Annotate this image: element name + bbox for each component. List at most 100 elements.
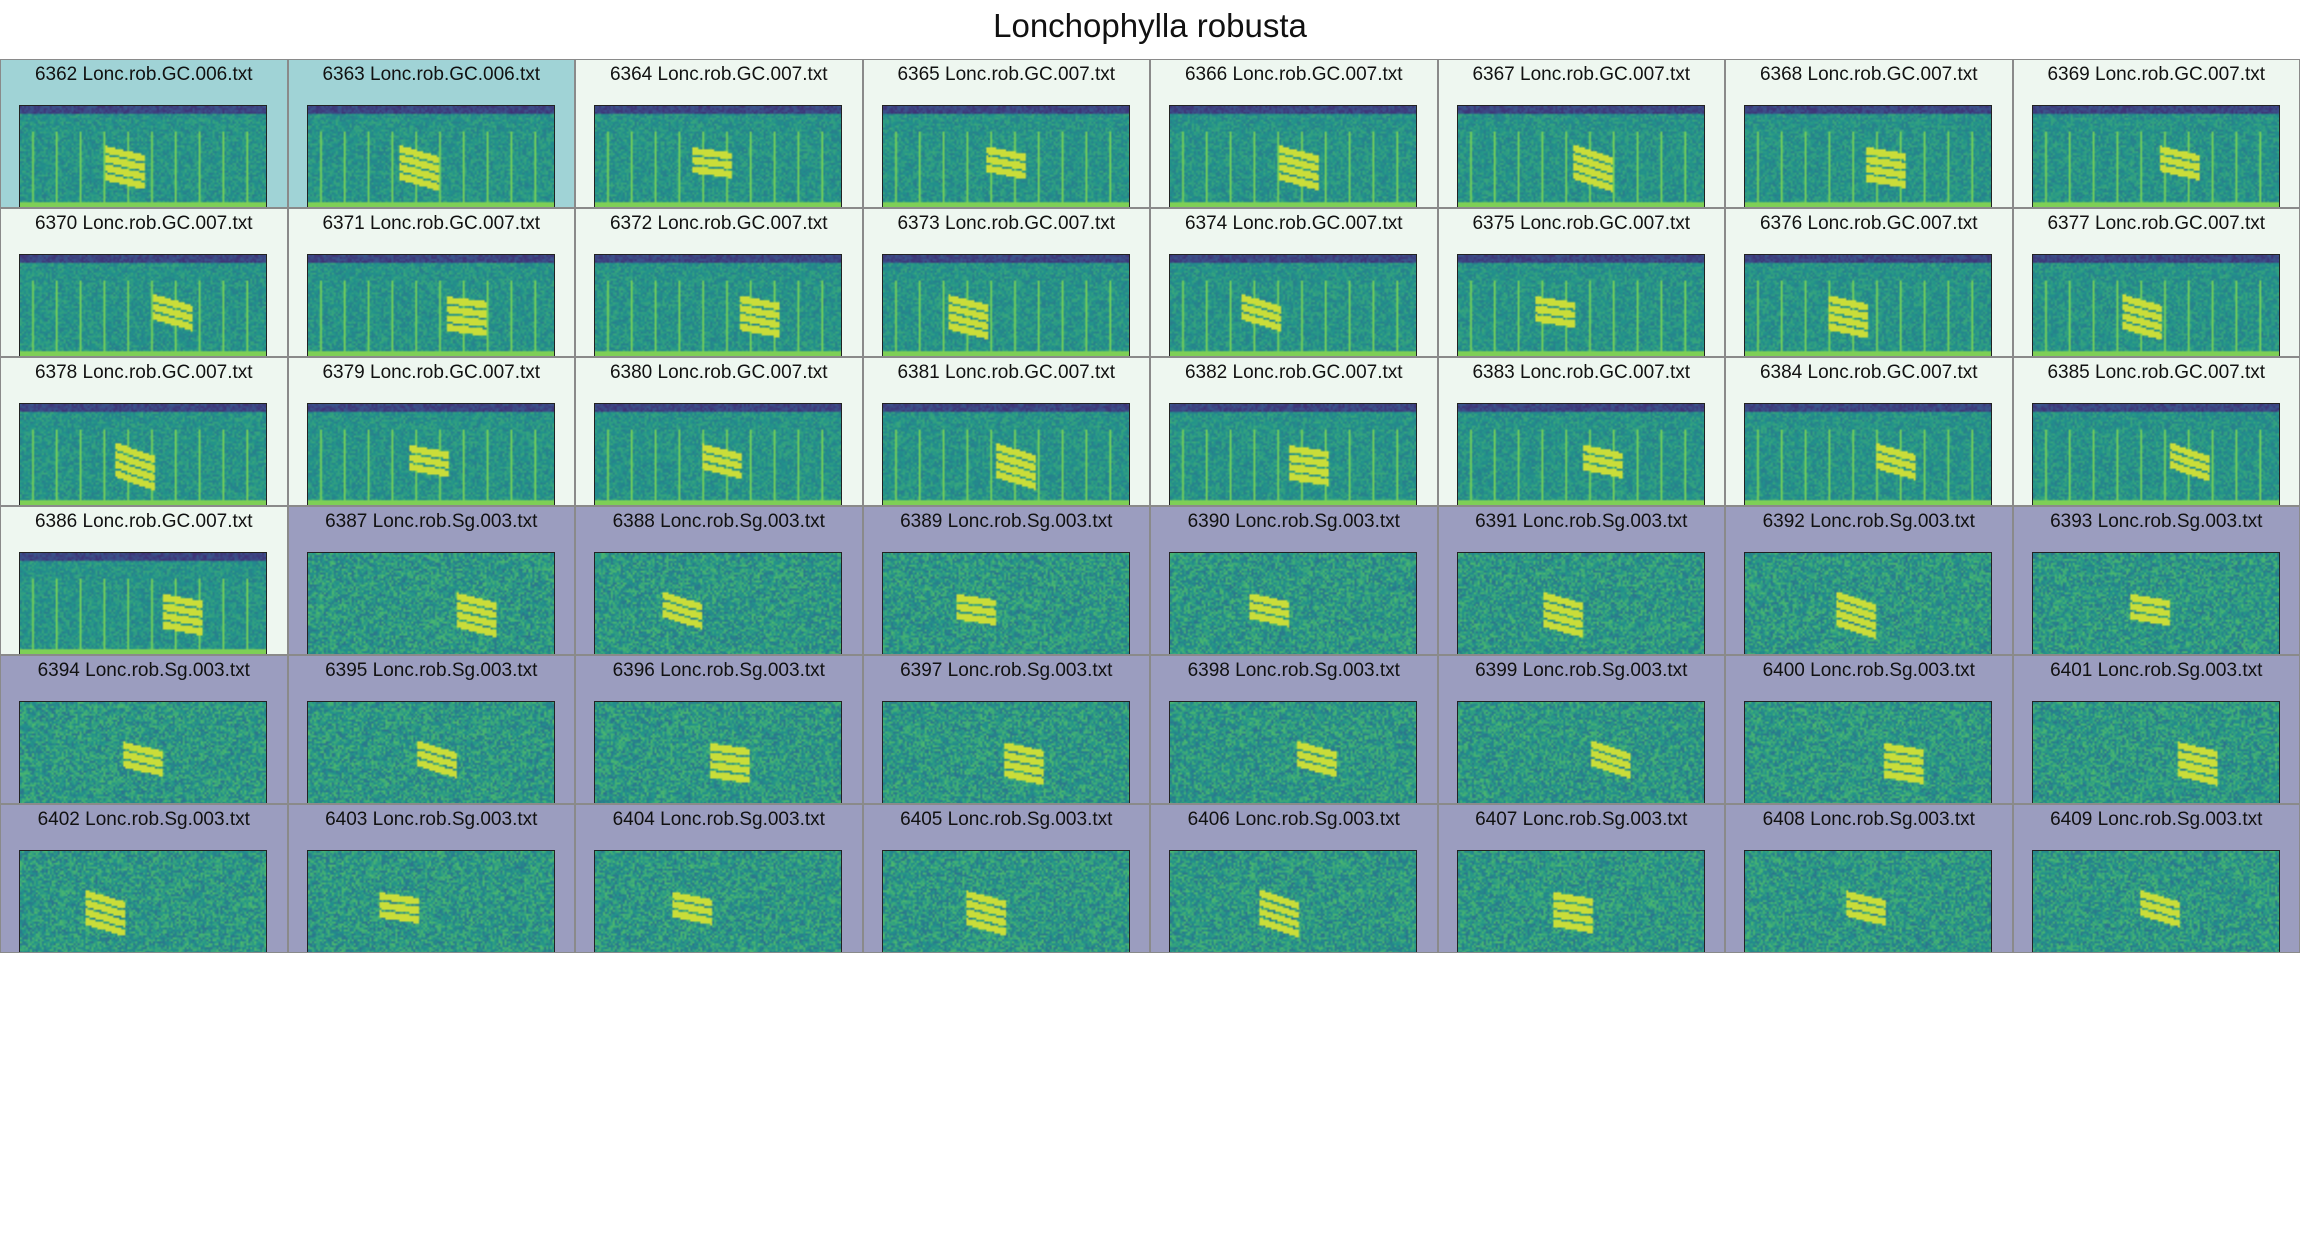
spectrogram-tile: 6388 Lonc.rob.Sg.003.txt <box>575 506 863 655</box>
tile-label: 6385 Lonc.rob.GC.007.txt <box>2047 362 2266 383</box>
spectrogram-image <box>2031 403 2280 505</box>
spectrogram-image <box>594 701 842 803</box>
spectrogram-tile: 6398 Lonc.rob.Sg.003.txt <box>1150 655 1438 804</box>
spectrogram-tile: 6376 Lonc.rob.GC.007.txt <box>1725 208 2013 357</box>
spectrogram-image <box>2031 552 2280 654</box>
spectrogram-image <box>594 254 842 356</box>
spectrogram-tile: 6407 Lonc.rob.Sg.003.txt <box>1437 804 1725 953</box>
tile-label: 6408 Lonc.rob.Sg.003.txt <box>1762 809 1975 830</box>
tile-label: 6404 Lonc.rob.Sg.003.txt <box>612 809 825 830</box>
spectrogram-tile: 6379 Lonc.rob.GC.007.txt <box>287 357 575 506</box>
tile-label: 6381 Lonc.rob.GC.007.txt <box>897 362 1116 383</box>
spectrogram-image <box>19 701 267 803</box>
tile-label: 6397 Lonc.rob.Sg.003.txt <box>900 660 1113 681</box>
spectrogram-tile: 6391 Lonc.rob.Sg.003.txt <box>1437 506 1725 655</box>
tile-label: 6382 Lonc.rob.GC.007.txt <box>1184 362 1403 383</box>
spectrogram-tile: 6393 Lonc.rob.Sg.003.txt <box>2012 506 2300 655</box>
spectrogram-image <box>1169 254 1417 356</box>
spectrogram-tile: 6389 Lonc.rob.Sg.003.txt <box>862 506 1150 655</box>
tile-label: 6392 Lonc.rob.Sg.003.txt <box>1762 511 1975 532</box>
spectrogram-tile: 6392 Lonc.rob.Sg.003.txt <box>1725 506 2013 655</box>
spectrogram-tile: 6362 Lonc.rob.GC.006.txt <box>0 59 288 208</box>
spectrogram-image <box>306 701 555 803</box>
tile-label: 6389 Lonc.rob.Sg.003.txt <box>900 511 1113 532</box>
tile-label: 6374 Lonc.rob.GC.007.txt <box>1184 213 1403 234</box>
tile-label: 6394 Lonc.rob.Sg.003.txt <box>37 660 250 681</box>
tile-label: 6396 Lonc.rob.Sg.003.txt <box>612 660 825 681</box>
spectrogram-image <box>2031 105 2280 207</box>
spectrogram-tile: 6386 Lonc.rob.GC.007.txt <box>0 506 288 655</box>
spectrogram-tile: 6369 Lonc.rob.GC.007.txt <box>2012 59 2300 208</box>
tile-label: 6383 Lonc.rob.GC.007.txt <box>1472 362 1691 383</box>
spectrogram-tile: 6370 Lonc.rob.GC.007.txt <box>0 208 288 357</box>
tile-label: 6405 Lonc.rob.Sg.003.txt <box>900 809 1113 830</box>
tile-label: 6399 Lonc.rob.Sg.003.txt <box>1475 660 1688 681</box>
spectrogram-tile: 6400 Lonc.rob.Sg.003.txt <box>1725 655 2013 804</box>
tile-label: 6409 Lonc.rob.Sg.003.txt <box>2050 809 2263 830</box>
spectrogram-tile: 6387 Lonc.rob.Sg.003.txt <box>287 506 575 655</box>
spectrogram-image <box>306 552 555 654</box>
spectrogram-image <box>306 850 555 952</box>
tile-label: 6393 Lonc.rob.Sg.003.txt <box>2050 511 2263 532</box>
tile-label: 6403 Lonc.rob.Sg.003.txt <box>325 809 538 830</box>
spectrogram-image <box>1744 552 1992 654</box>
figure-title: Lonchophylla robusta <box>993 7 1307 44</box>
tile-label: 6363 Lonc.rob.GC.006.txt <box>322 64 541 85</box>
tile-label: 6365 Lonc.rob.GC.007.txt <box>897 64 1116 85</box>
spectrogram-image <box>2031 701 2280 803</box>
spectrogram-image <box>1169 105 1417 207</box>
spectrogram-tile: 6373 Lonc.rob.GC.007.txt <box>862 208 1150 357</box>
spectrogram-image <box>2031 850 2280 952</box>
spectrogram-tile: 6371 Lonc.rob.GC.007.txt <box>287 208 575 357</box>
spectrogram-tile: 6403 Lonc.rob.Sg.003.txt <box>287 804 575 953</box>
spectrogram-tile: 6406 Lonc.rob.Sg.003.txt <box>1150 804 1438 953</box>
spectrogram-image <box>306 105 555 207</box>
tile-label: 6372 Lonc.rob.GC.007.txt <box>609 213 828 234</box>
tile-label: 6362 Lonc.rob.GC.006.txt <box>34 64 253 85</box>
spectrogram-tile: 6382 Lonc.rob.GC.007.txt <box>1150 357 1438 506</box>
spectrogram-image <box>881 403 1130 505</box>
tile-label: 6390 Lonc.rob.Sg.003.txt <box>1187 511 1400 532</box>
spectrogram-image <box>1169 701 1417 803</box>
tile-label: 6371 Lonc.rob.GC.007.txt <box>322 213 541 234</box>
tile-label: 6402 Lonc.rob.Sg.003.txt <box>37 809 250 830</box>
spectrogram-tile: 6383 Lonc.rob.GC.007.txt <box>1437 357 1725 506</box>
spectrogram-image <box>1456 254 1705 356</box>
tile-label: 6400 Lonc.rob.Sg.003.txt <box>1762 660 1975 681</box>
spectrogram-image <box>19 403 267 505</box>
spectrogram-image <box>881 701 1130 803</box>
spectrogram-tile: 6405 Lonc.rob.Sg.003.txt <box>862 804 1150 953</box>
spectrogram-tile: 6366 Lonc.rob.GC.007.txt <box>1150 59 1438 208</box>
spectrogram-image <box>1456 105 1705 207</box>
spectrogram-image <box>1744 403 1992 505</box>
spectrogram-tile: 6399 Lonc.rob.Sg.003.txt <box>1437 655 1725 804</box>
spectrogram-image <box>594 105 842 207</box>
spectrogram-image <box>1169 403 1417 505</box>
spectrogram-tile: 6381 Lonc.rob.GC.007.txt <box>862 357 1150 506</box>
spectrogram-tile: 6385 Lonc.rob.GC.007.txt <box>2012 357 2300 506</box>
tile-label: 6398 Lonc.rob.Sg.003.txt <box>1187 660 1400 681</box>
spectrogram-image <box>881 105 1130 207</box>
spectrogram-tile: 6377 Lonc.rob.GC.007.txt <box>2012 208 2300 357</box>
spectrogram-image <box>1456 701 1705 803</box>
spectrogram-tile: 6372 Lonc.rob.GC.007.txt <box>575 208 863 357</box>
tile-label: 6407 Lonc.rob.Sg.003.txt <box>1475 809 1688 830</box>
tile-label: 6368 Lonc.rob.GC.007.txt <box>1759 64 1978 85</box>
tile-label: 6378 Lonc.rob.GC.007.txt <box>34 362 253 383</box>
spectrogram-image <box>1744 701 1992 803</box>
tile-label: 6370 Lonc.rob.GC.007.txt <box>34 213 253 234</box>
tile-label: 6380 Lonc.rob.GC.007.txt <box>609 362 828 383</box>
spectrogram-image <box>306 403 555 505</box>
spectrogram-image <box>594 552 842 654</box>
spectrogram-tile: 6363 Lonc.rob.GC.006.txt <box>287 59 575 208</box>
tile-label: 6367 Lonc.rob.GC.007.txt <box>1472 64 1691 85</box>
tile-label: 6379 Lonc.rob.GC.007.txt <box>322 362 541 383</box>
spectrogram-image <box>1744 105 1992 207</box>
tile-label: 6373 Lonc.rob.GC.007.txt <box>897 213 1116 234</box>
tile-label: 6366 Lonc.rob.GC.007.txt <box>1184 64 1403 85</box>
spectrogram-tile: 6374 Lonc.rob.GC.007.txt <box>1150 208 1438 357</box>
spectrogram-image <box>19 254 267 356</box>
spectrogram-image <box>2031 254 2280 356</box>
spectrogram-tile: 6367 Lonc.rob.GC.007.txt <box>1437 59 1725 208</box>
tile-label: 6406 Lonc.rob.Sg.003.txt <box>1187 809 1400 830</box>
